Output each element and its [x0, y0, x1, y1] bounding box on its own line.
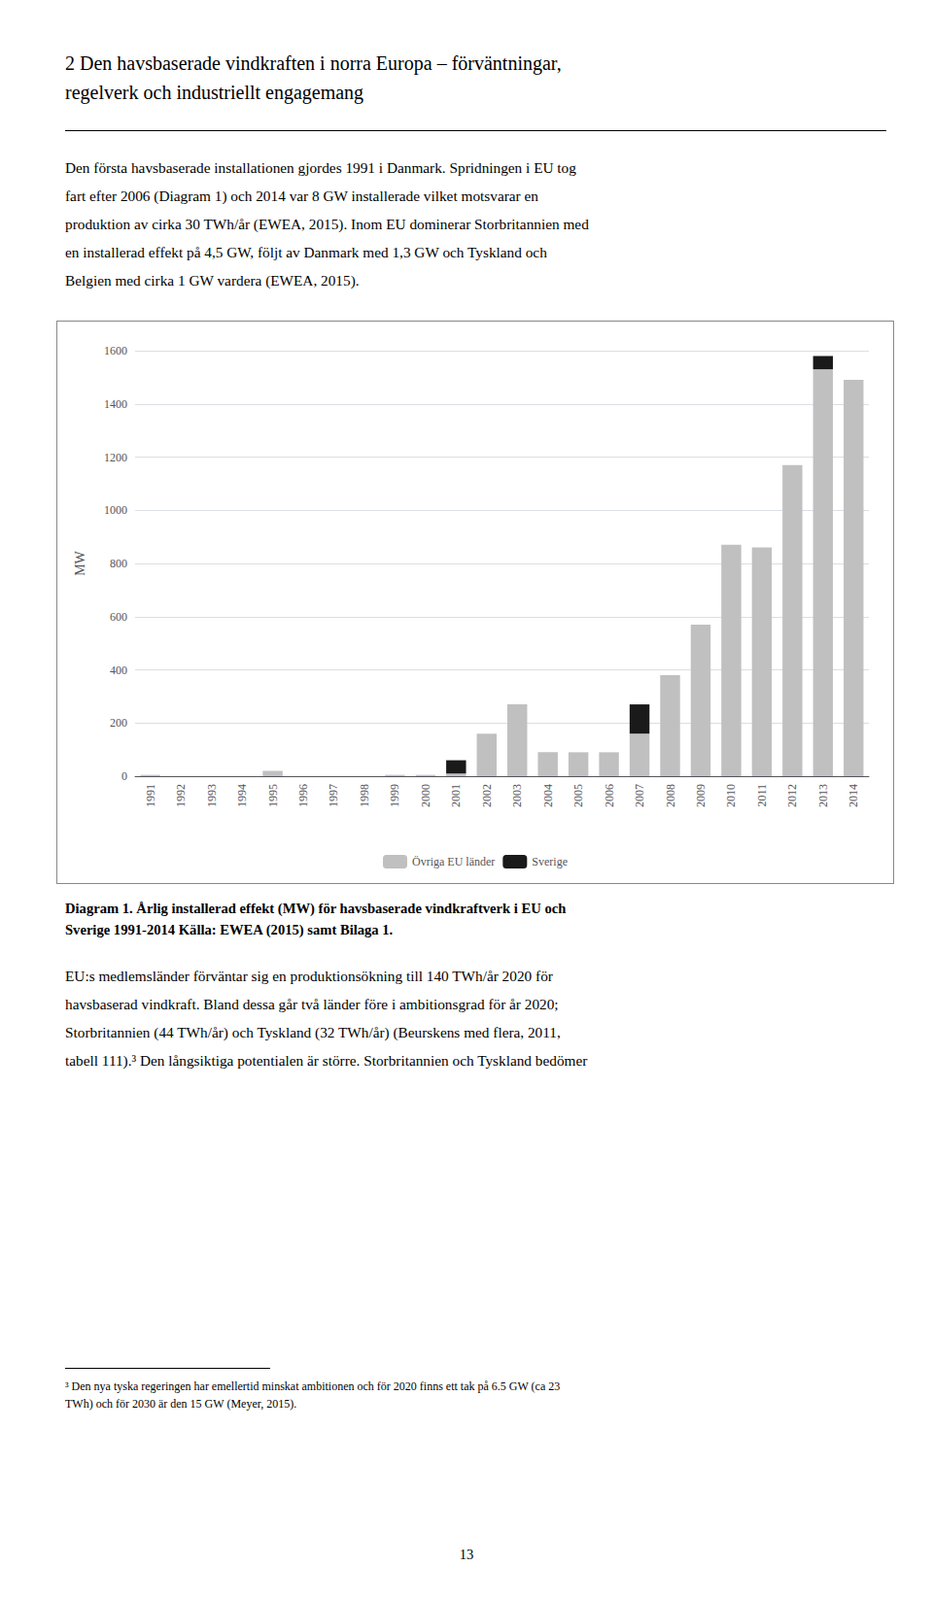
svg-text:2004: 2004 [541, 784, 555, 808]
svg-text:2001: 2001 [449, 784, 463, 808]
svg-text:1996: 1996 [296, 784, 311, 808]
svg-text:2010: 2010 [724, 784, 738, 808]
html-text:13: 13 [459, 1547, 474, 1563]
svg-text:2003: 2003 [510, 784, 524, 808]
svg-text:600: 600 [109, 610, 128, 624]
svg-text:2005: 2005 [571, 784, 586, 808]
svg-text:1999: 1999 [387, 784, 402, 808]
svg-text:2013: 2013 [816, 784, 830, 808]
html-text:EU:s medlemsländer förväntar s: EU:s medlemsländer förväntar sig en prod… [65, 967, 588, 1070]
svg-text:2008: 2008 [663, 784, 678, 808]
html-text:³ Den nya tyska regeringen har: ³ Den nya tyska regeringen har emellerti… [65, 1380, 560, 1412]
svg-text:2011: 2011 [755, 784, 769, 808]
svg-text:1000: 1000 [103, 503, 128, 518]
html-text:Den första havsbaserade instal: Den första havsbaserade installationen g… [65, 159, 589, 289]
svg-text:1991: 1991 [143, 784, 158, 808]
svg-text:2012: 2012 [785, 784, 799, 808]
svg-text:1993: 1993 [205, 784, 219, 808]
svg-text:800: 800 [109, 556, 128, 571]
svg-text:1200: 1200 [103, 450, 128, 465]
svg-text:1997: 1997 [326, 784, 341, 808]
svg-text:1992: 1992 [173, 784, 188, 808]
svg-text:2002: 2002 [480, 784, 494, 808]
svg-text:1600: 1600 [103, 344, 128, 358]
svg-text:0: 0 [121, 769, 128, 784]
svg-text:Övriga EU länder: Övriga EU länder [412, 855, 495, 869]
svg-text:400: 400 [109, 663, 128, 678]
html-text:2 Den havsbaserade vindkraften: 2 Den havsbaserade vindkraften i norra E… [65, 52, 562, 104]
html-text:Diagram 1. Årlig installerad e: Diagram 1. Årlig installerad effekt (MW)… [65, 900, 566, 938]
svg-text:1994: 1994 [235, 784, 249, 808]
svg-text:1998: 1998 [357, 784, 372, 808]
svg-text:1400: 1400 [103, 397, 128, 412]
svg-text:2000: 2000 [418, 784, 433, 808]
svg-text:2014: 2014 [846, 784, 861, 808]
svg-text:1995: 1995 [266, 784, 280, 808]
svg-text:2009: 2009 [693, 784, 708, 808]
svg-text:MW: MW [72, 550, 88, 576]
svg-text:200: 200 [109, 716, 128, 730]
svg-text:Sverige: Sverige [531, 855, 568, 869]
svg-text:2007: 2007 [632, 784, 647, 808]
svg-text:2006: 2006 [602, 784, 617, 808]
